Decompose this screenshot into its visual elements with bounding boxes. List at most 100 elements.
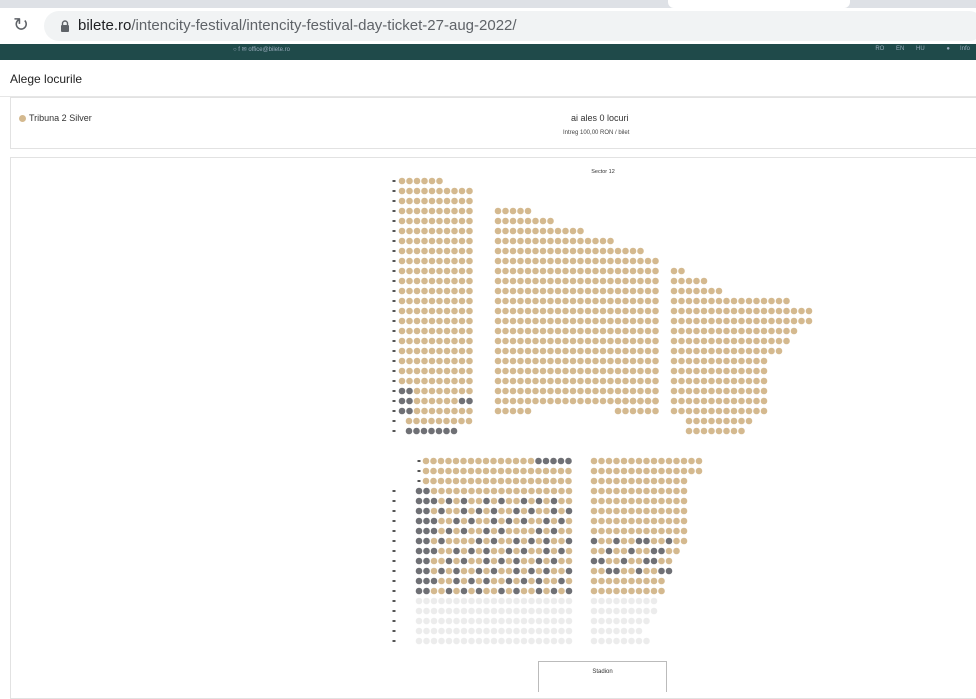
seat[interactable] [539, 297, 547, 305]
seat[interactable] [413, 347, 421, 355]
seat[interactable] [790, 317, 798, 325]
seat[interactable] [509, 267, 517, 275]
seat[interactable] [490, 457, 497, 465]
seat[interactable] [520, 477, 527, 485]
seat[interactable] [543, 497, 550, 505]
seat[interactable] [730, 367, 738, 375]
seat[interactable] [599, 267, 607, 275]
seat[interactable] [605, 517, 613, 525]
seat[interactable] [708, 397, 715, 405]
seat[interactable] [577, 337, 584, 345]
seat[interactable] [413, 317, 421, 325]
seat[interactable] [605, 457, 613, 465]
seat[interactable] [622, 387, 629, 395]
seat[interactable] [451, 277, 458, 285]
seat[interactable] [730, 377, 738, 385]
seat[interactable] [738, 367, 745, 375]
seat[interactable] [460, 457, 467, 465]
seat[interactable] [558, 567, 565, 575]
seat[interactable] [517, 307, 524, 315]
seat[interactable] [422, 467, 430, 475]
seat[interactable] [590, 577, 598, 585]
seat[interactable] [700, 387, 708, 395]
seat[interactable] [577, 307, 584, 315]
seat[interactable] [670, 387, 678, 395]
seat[interactable] [775, 327, 783, 335]
seat[interactable] [413, 357, 421, 365]
seat[interactable] [509, 327, 517, 335]
seat[interactable] [607, 337, 614, 345]
seat[interactable] [644, 387, 652, 395]
seat[interactable] [637, 407, 644, 415]
seat[interactable] [524, 297, 532, 305]
seat[interactable] [443, 297, 451, 305]
seat[interactable] [524, 277, 532, 285]
seat[interactable] [532, 377, 539, 385]
seat[interactable] [428, 347, 436, 355]
seat[interactable] [614, 287, 622, 295]
seat[interactable] [458, 347, 466, 355]
seat[interactable] [652, 327, 659, 335]
seat[interactable] [693, 397, 700, 405]
seat[interactable] [652, 257, 659, 265]
seat[interactable] [460, 517, 468, 525]
seat[interactable] [628, 517, 635, 525]
seat[interactable] [715, 407, 723, 415]
seat[interactable] [643, 517, 650, 525]
seat[interactable] [775, 347, 783, 355]
seat[interactable] [498, 537, 505, 545]
seat[interactable] [452, 457, 460, 465]
seat[interactable] [428, 207, 436, 215]
seat[interactable] [700, 427, 708, 435]
seat[interactable] [539, 357, 547, 365]
seat[interactable] [628, 527, 635, 535]
seat[interactable] [745, 397, 753, 405]
seat[interactable] [599, 327, 607, 335]
seat[interactable] [650, 517, 658, 525]
seat[interactable] [790, 327, 798, 335]
seat[interactable] [451, 367, 458, 375]
seat[interactable] [451, 287, 458, 295]
seat[interactable] [458, 337, 466, 345]
seat[interactable] [475, 577, 483, 585]
seat[interactable] [494, 397, 502, 405]
seat[interactable] [466, 217, 473, 225]
seat[interactable] [678, 397, 685, 405]
seat[interactable] [775, 337, 783, 345]
seat[interactable] [466, 407, 473, 415]
seat[interactable] [569, 387, 577, 395]
seat[interactable] [637, 267, 644, 275]
seat[interactable] [498, 567, 505, 575]
seat[interactable] [543, 587, 550, 595]
seat[interactable] [550, 577, 558, 585]
seat[interactable] [505, 457, 512, 465]
seat[interactable] [458, 377, 466, 385]
seat[interactable] [708, 357, 715, 365]
seat[interactable] [509, 207, 517, 215]
seat[interactable] [673, 467, 680, 475]
seat[interactable] [658, 487, 665, 495]
seat[interactable] [658, 587, 665, 595]
seat[interactable] [678, 337, 685, 345]
seat[interactable] [644, 297, 652, 305]
seat[interactable] [502, 337, 509, 345]
seat[interactable] [760, 307, 768, 315]
seat[interactable] [558, 527, 565, 535]
seat[interactable] [413, 297, 421, 305]
seat[interactable] [629, 347, 637, 355]
seat[interactable] [745, 307, 753, 315]
seat[interactable] [451, 307, 458, 315]
seat[interactable] [437, 467, 445, 475]
seat[interactable] [577, 277, 584, 285]
seat[interactable] [539, 317, 547, 325]
seat[interactable] [620, 467, 628, 475]
seat[interactable] [475, 527, 483, 535]
seat[interactable] [502, 267, 509, 275]
lang-hu[interactable]: HU [916, 46, 925, 52]
seat[interactable] [443, 327, 451, 335]
seat[interactable] [700, 347, 708, 355]
seat[interactable] [730, 417, 738, 425]
seat[interactable] [430, 467, 437, 475]
seat[interactable] [569, 397, 577, 405]
seat[interactable] [637, 277, 644, 285]
